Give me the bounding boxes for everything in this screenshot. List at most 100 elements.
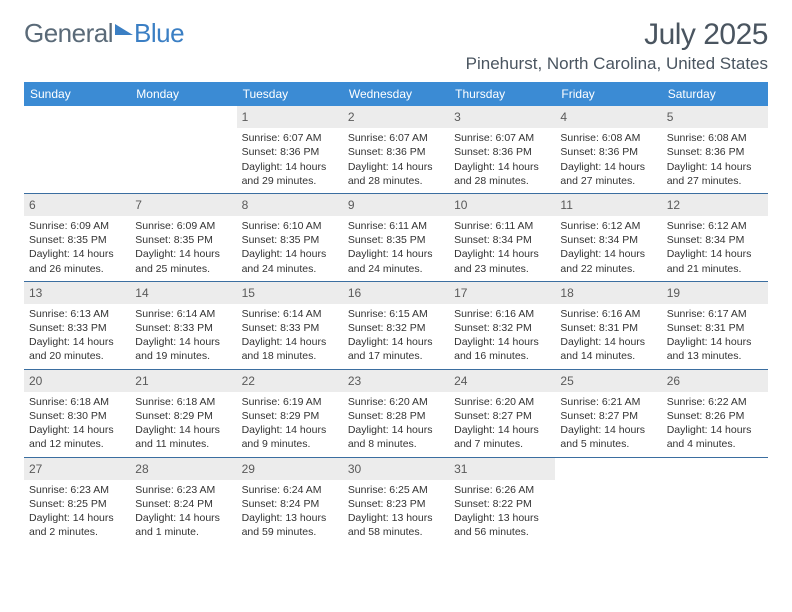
day-number: 8 [237,194,343,216]
day-number: 22 [237,370,343,392]
location: Pinehurst, North Carolina, United States [466,54,768,74]
day-number: 4 [555,106,661,128]
day-info: Sunrise: 6:26 AMSunset: 8:22 PMDaylight:… [449,480,555,545]
day-number: 12 [662,194,768,216]
calendar-cell: 1Sunrise: 6:07 AMSunset: 8:36 PMDaylight… [237,106,343,193]
day-info: Sunrise: 6:21 AMSunset: 8:27 PMDaylight:… [555,392,661,457]
calendar-cell: 26Sunrise: 6:22 AMSunset: 8:26 PMDayligh… [662,370,768,457]
calendar-cell: 23Sunrise: 6:20 AMSunset: 8:28 PMDayligh… [343,370,449,457]
calendar: SundayMondayTuesdayWednesdayThursdayFrid… [24,82,768,544]
day-info: Sunrise: 6:18 AMSunset: 8:29 PMDaylight:… [130,392,236,457]
logo-text-blue: Blue [134,18,184,49]
calendar-cell: 8Sunrise: 6:10 AMSunset: 8:35 PMDaylight… [237,194,343,281]
calendar-cell: 12Sunrise: 6:12 AMSunset: 8:34 PMDayligh… [662,194,768,281]
day-number: 9 [343,194,449,216]
day-info: Sunrise: 6:23 AMSunset: 8:24 PMDaylight:… [130,480,236,545]
day-info: Sunrise: 6:10 AMSunset: 8:35 PMDaylight:… [237,216,343,281]
calendar-cell: 16Sunrise: 6:15 AMSunset: 8:32 PMDayligh… [343,282,449,369]
calendar-cell: 30Sunrise: 6:25 AMSunset: 8:23 PMDayligh… [343,458,449,545]
day-info: Sunrise: 6:15 AMSunset: 8:32 PMDaylight:… [343,304,449,369]
calendar-cell: 11Sunrise: 6:12 AMSunset: 8:34 PMDayligh… [555,194,661,281]
calendar-cell: 28Sunrise: 6:23 AMSunset: 8:24 PMDayligh… [130,458,236,545]
calendar-cell [662,458,768,545]
day-info: Sunrise: 6:07 AMSunset: 8:36 PMDaylight:… [343,128,449,193]
calendar-cell: 17Sunrise: 6:16 AMSunset: 8:32 PMDayligh… [449,282,555,369]
day-number: 28 [130,458,236,480]
calendar-cell: 10Sunrise: 6:11 AMSunset: 8:34 PMDayligh… [449,194,555,281]
page-title: July 2025 [466,18,768,52]
calendar-week: 13Sunrise: 6:13 AMSunset: 8:33 PMDayligh… [24,282,768,370]
day-info: Sunrise: 6:22 AMSunset: 8:26 PMDaylight:… [662,392,768,457]
weekday-header: Sunday [24,82,130,106]
calendar-cell: 13Sunrise: 6:13 AMSunset: 8:33 PMDayligh… [24,282,130,369]
weekday-header: Monday [130,82,236,106]
day-number: 25 [555,370,661,392]
day-info: Sunrise: 6:11 AMSunset: 8:34 PMDaylight:… [449,216,555,281]
day-number: 5 [662,106,768,128]
day-number: 19 [662,282,768,304]
title-block: July 2025 Pinehurst, North Carolina, Uni… [466,18,768,74]
weekday-header: Saturday [662,82,768,106]
day-number: 18 [555,282,661,304]
calendar-cell: 25Sunrise: 6:21 AMSunset: 8:27 PMDayligh… [555,370,661,457]
calendar-week: 1Sunrise: 6:07 AMSunset: 8:36 PMDaylight… [24,106,768,194]
day-number: 26 [662,370,768,392]
calendar-cell: 31Sunrise: 6:26 AMSunset: 8:22 PMDayligh… [449,458,555,545]
day-info: Sunrise: 6:13 AMSunset: 8:33 PMDaylight:… [24,304,130,369]
day-number: 24 [449,370,555,392]
day-number: 10 [449,194,555,216]
weekday-header: Tuesday [237,82,343,106]
day-number: 13 [24,282,130,304]
calendar-week: 6Sunrise: 6:09 AMSunset: 8:35 PMDaylight… [24,194,768,282]
day-number: 20 [24,370,130,392]
day-number: 23 [343,370,449,392]
calendar-cell: 9Sunrise: 6:11 AMSunset: 8:35 PMDaylight… [343,194,449,281]
day-info: Sunrise: 6:14 AMSunset: 8:33 PMDaylight:… [237,304,343,369]
day-info: Sunrise: 6:20 AMSunset: 8:28 PMDaylight:… [343,392,449,457]
calendar-cell: 2Sunrise: 6:07 AMSunset: 8:36 PMDaylight… [343,106,449,193]
weekday-header: Wednesday [343,82,449,106]
day-info: Sunrise: 6:08 AMSunset: 8:36 PMDaylight:… [662,128,768,193]
calendar-cell: 3Sunrise: 6:07 AMSunset: 8:36 PMDaylight… [449,106,555,193]
logo-text-general: General [24,18,113,49]
day-info: Sunrise: 6:07 AMSunset: 8:36 PMDaylight:… [237,128,343,193]
calendar-week: 20Sunrise: 6:18 AMSunset: 8:30 PMDayligh… [24,370,768,458]
day-info: Sunrise: 6:16 AMSunset: 8:31 PMDaylight:… [555,304,661,369]
weekday-header-row: SundayMondayTuesdayWednesdayThursdayFrid… [24,82,768,106]
day-number: 2 [343,106,449,128]
day-number: 29 [237,458,343,480]
day-info: Sunrise: 6:12 AMSunset: 8:34 PMDaylight:… [555,216,661,281]
calendar-cell: 27Sunrise: 6:23 AMSunset: 8:25 PMDayligh… [24,458,130,545]
day-info: Sunrise: 6:07 AMSunset: 8:36 PMDaylight:… [449,128,555,193]
day-info: Sunrise: 6:09 AMSunset: 8:35 PMDaylight:… [24,216,130,281]
calendar-week: 27Sunrise: 6:23 AMSunset: 8:25 PMDayligh… [24,458,768,545]
header: General Blue July 2025 Pinehurst, North C… [24,18,768,74]
calendar-cell: 24Sunrise: 6:20 AMSunset: 8:27 PMDayligh… [449,370,555,457]
day-number: 15 [237,282,343,304]
calendar-cell: 6Sunrise: 6:09 AMSunset: 8:35 PMDaylight… [24,194,130,281]
day-number: 3 [449,106,555,128]
calendar-cell: 5Sunrise: 6:08 AMSunset: 8:36 PMDaylight… [662,106,768,193]
day-number: 31 [449,458,555,480]
day-info: Sunrise: 6:23 AMSunset: 8:25 PMDaylight:… [24,480,130,545]
day-info: Sunrise: 6:12 AMSunset: 8:34 PMDaylight:… [662,216,768,281]
calendar-cell: 29Sunrise: 6:24 AMSunset: 8:24 PMDayligh… [237,458,343,545]
day-info: Sunrise: 6:11 AMSunset: 8:35 PMDaylight:… [343,216,449,281]
day-info: Sunrise: 6:20 AMSunset: 8:27 PMDaylight:… [449,392,555,457]
calendar-cell: 20Sunrise: 6:18 AMSunset: 8:30 PMDayligh… [24,370,130,457]
calendar-cell: 14Sunrise: 6:14 AMSunset: 8:33 PMDayligh… [130,282,236,369]
calendar-cell [130,106,236,193]
calendar-cell: 21Sunrise: 6:18 AMSunset: 8:29 PMDayligh… [130,370,236,457]
day-number: 1 [237,106,343,128]
day-info: Sunrise: 6:25 AMSunset: 8:23 PMDaylight:… [343,480,449,545]
calendar-cell: 7Sunrise: 6:09 AMSunset: 8:35 PMDaylight… [130,194,236,281]
day-number: 6 [24,194,130,216]
day-info: Sunrise: 6:09 AMSunset: 8:35 PMDaylight:… [130,216,236,281]
calendar-cell: 22Sunrise: 6:19 AMSunset: 8:29 PMDayligh… [237,370,343,457]
day-info: Sunrise: 6:17 AMSunset: 8:31 PMDaylight:… [662,304,768,369]
day-info: Sunrise: 6:16 AMSunset: 8:32 PMDaylight:… [449,304,555,369]
logo: General Blue [24,18,184,49]
calendar-cell [555,458,661,545]
logo-sail-icon [115,24,133,35]
day-info: Sunrise: 6:14 AMSunset: 8:33 PMDaylight:… [130,304,236,369]
